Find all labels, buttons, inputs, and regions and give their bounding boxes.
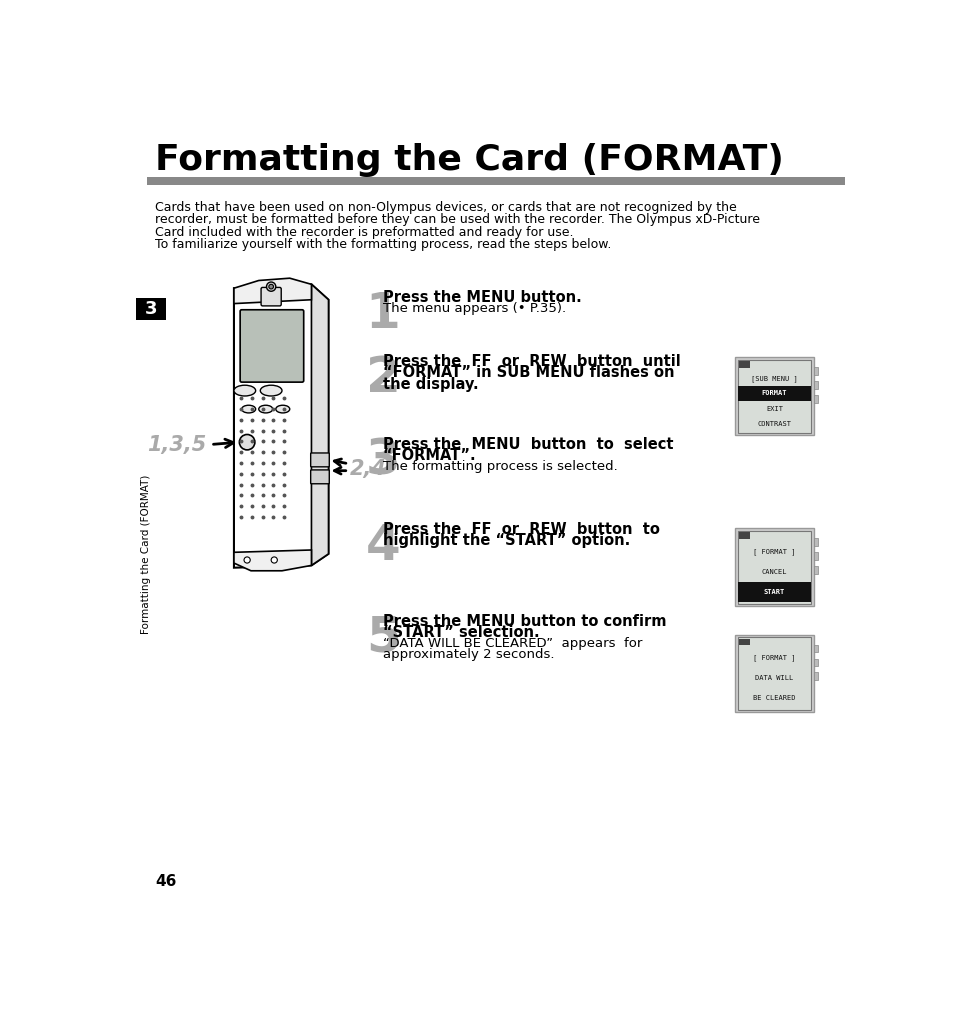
Text: Formatting the Card (FORMAT): Formatting the Card (FORMAT) <box>140 474 151 634</box>
Ellipse shape <box>275 406 290 413</box>
Bar <box>813 368 817 375</box>
Bar <box>147 177 843 185</box>
FancyBboxPatch shape <box>735 528 813 606</box>
Text: BE CLEARED: BE CLEARED <box>753 696 795 701</box>
Text: the display.: the display. <box>382 377 477 391</box>
FancyBboxPatch shape <box>735 358 813 435</box>
Text: START: START <box>763 590 784 595</box>
Text: Cards that have been used on non-Olympus devices, or cards that are not recogniz: Cards that have been used on non-Olympus… <box>154 201 736 215</box>
Text: FORMAT: FORMAT <box>760 390 786 397</box>
Text: The formatting process is selected.: The formatting process is selected. <box>382 460 617 473</box>
Text: Press the MENU button.: Press the MENU button. <box>382 290 581 306</box>
Text: “FORMAT” in SUB MENU flashes on: “FORMAT” in SUB MENU flashes on <box>382 365 674 380</box>
Bar <box>738 385 810 401</box>
Bar <box>737 637 810 710</box>
Text: “FORMAT”.: “FORMAT”. <box>382 449 476 463</box>
Bar <box>813 552 817 560</box>
Text: CANCEL: CANCEL <box>760 569 786 575</box>
Bar <box>136 298 166 320</box>
Text: The menu appears (• P.35).: The menu appears (• P.35). <box>382 303 565 315</box>
Bar <box>739 532 749 540</box>
FancyBboxPatch shape <box>261 287 281 306</box>
Text: approximately 2 seconds.: approximately 2 seconds. <box>382 648 554 661</box>
Bar <box>737 360 810 433</box>
Text: recorder, must be formatted before they can be used with the recorder. The Olymp: recorder, must be formatted before they … <box>154 214 760 227</box>
Text: “START” selection.: “START” selection. <box>382 625 538 641</box>
Text: 2: 2 <box>365 354 400 402</box>
Text: 1: 1 <box>365 290 400 338</box>
Bar <box>813 539 817 546</box>
Ellipse shape <box>258 406 273 413</box>
Text: Press the  FF  or  REW  button  until: Press the FF or REW button until <box>382 354 679 369</box>
Text: DATA WILL: DATA WILL <box>755 676 793 682</box>
FancyBboxPatch shape <box>240 310 303 382</box>
Bar <box>739 639 749 646</box>
Bar <box>813 381 817 389</box>
Text: [ FORMAT ]: [ FORMAT ] <box>753 548 795 555</box>
Circle shape <box>269 284 274 289</box>
FancyBboxPatch shape <box>311 453 329 467</box>
Bar <box>813 566 817 574</box>
Text: EXIT: EXIT <box>765 406 782 412</box>
Text: To familiarize yourself with the formatting process, read the steps below.: To familiarize yourself with the formatt… <box>154 238 611 251</box>
Bar <box>813 396 817 403</box>
Circle shape <box>266 282 275 291</box>
Text: 2,4: 2,4 <box>350 459 387 479</box>
Bar <box>813 645 817 652</box>
Text: Press the  MENU  button  to  select: Press the MENU button to select <box>382 436 673 452</box>
Polygon shape <box>311 284 328 565</box>
Circle shape <box>244 557 250 563</box>
Text: 3: 3 <box>145 300 157 318</box>
Text: Press the  FF  or  REW  button  to: Press the FF or REW button to <box>382 521 659 537</box>
Text: CONTRAST: CONTRAST <box>757 421 791 427</box>
Text: 1,3,5: 1,3,5 <box>147 434 206 455</box>
Bar <box>737 530 810 604</box>
Circle shape <box>271 557 277 563</box>
Polygon shape <box>233 278 311 304</box>
Bar <box>739 362 749 368</box>
Text: Card included with the recorder is preformatted and ready for use.: Card included with the recorder is prefo… <box>154 226 573 239</box>
Text: [SUB MENU ]: [SUB MENU ] <box>750 375 797 381</box>
Text: 4: 4 <box>365 521 400 569</box>
Text: 5: 5 <box>365 614 400 662</box>
FancyBboxPatch shape <box>311 470 329 483</box>
Text: 46: 46 <box>154 874 176 888</box>
Bar <box>813 658 817 666</box>
Text: Formatting the Card (FORMAT): Formatting the Card (FORMAT) <box>154 143 783 177</box>
Text: “DATA WILL BE CLEARED”  appears  for: “DATA WILL BE CLEARED” appears for <box>382 637 641 650</box>
Polygon shape <box>233 284 328 567</box>
Circle shape <box>239 434 254 450</box>
Ellipse shape <box>260 385 282 396</box>
Text: [ FORMAT ]: [ FORMAT ] <box>753 654 795 661</box>
Ellipse shape <box>241 406 255 413</box>
Text: 3: 3 <box>365 436 400 484</box>
Bar <box>813 672 817 680</box>
Bar <box>738 583 810 602</box>
FancyBboxPatch shape <box>735 635 813 712</box>
Ellipse shape <box>233 385 255 396</box>
Text: highlight the “START” option.: highlight the “START” option. <box>382 533 629 548</box>
Polygon shape <box>233 550 311 570</box>
Text: Press the MENU button to confirm: Press the MENU button to confirm <box>382 614 665 629</box>
